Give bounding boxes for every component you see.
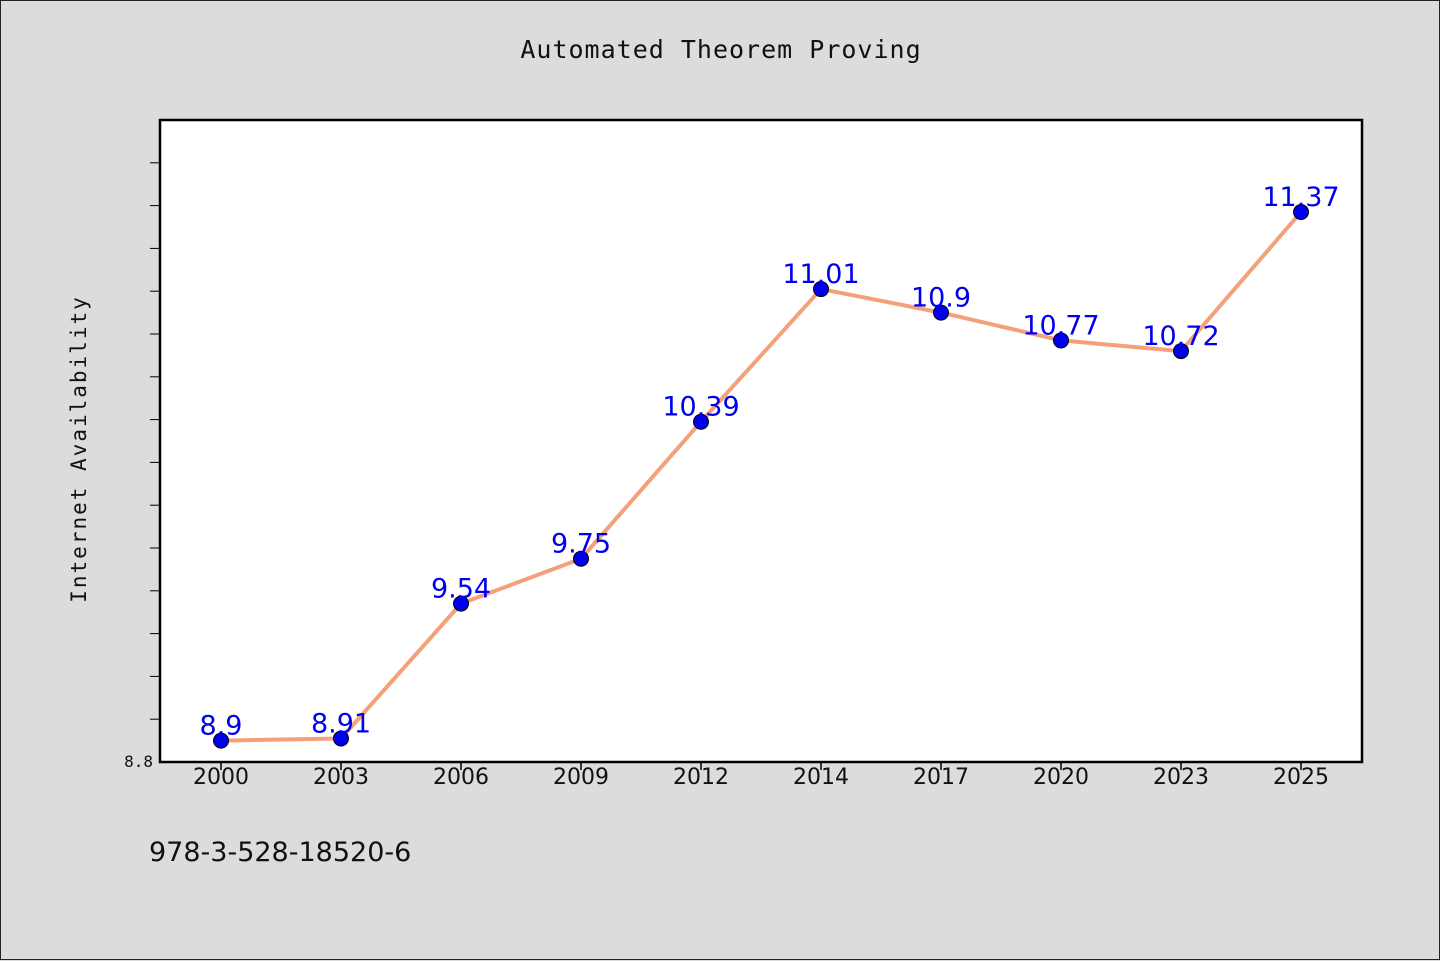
x-tick-label: 2023 — [1153, 765, 1209, 790]
x-tick-label: 2025 — [1273, 765, 1329, 790]
data-label: 11.37 — [1262, 182, 1339, 213]
data-point — [333, 730, 349, 747]
x-tick-label: 2020 — [1033, 765, 1089, 790]
x-tick-label: 2000 — [193, 765, 249, 790]
x-tick-label: 2003 — [313, 765, 369, 790]
data-points — [213, 204, 1309, 749]
data-point — [453, 595, 469, 612]
data-label: 11.01 — [782, 259, 859, 290]
data-label: 9.75 — [551, 529, 611, 560]
data-label: 10.77 — [1022, 310, 1099, 341]
data-point — [213, 732, 229, 749]
plot-area — [158, 118, 1364, 764]
x-tick-label: 2009 — [553, 765, 609, 790]
data-labels: 8.9 8.91 9.54 9.75 10.39 11.01 10.9 10.77 10.72 1… — [200, 182, 1340, 742]
data-point — [933, 304, 949, 321]
data-point — [693, 413, 709, 430]
x-tick-label: 2017 — [913, 765, 969, 790]
chart-title: Automated Theorem Proving — [520, 35, 922, 64]
data-point — [1173, 343, 1189, 360]
data-label: 10.39 — [662, 392, 739, 423]
x-tick-labels: 2000 2003 2006 2009 2012 2014 2017 2020 2023 2025 — [193, 765, 1329, 790]
x-axis-ticks — [220, 763, 1302, 770]
data-point — [1053, 332, 1069, 349]
data-point — [573, 550, 589, 567]
series-line — [219, 210, 1303, 743]
y-tick-label: 8.8 — [124, 752, 153, 771]
data-label: 10.72 — [1142, 321, 1219, 352]
y-minor-ticks — [150, 162, 159, 720]
x-tick-label: 2014 — [793, 765, 849, 790]
data-point — [1293, 204, 1309, 221]
x-tick-label: 2006 — [433, 765, 489, 790]
data-label: 8.91 — [311, 708, 371, 739]
data-point — [813, 281, 829, 298]
data-label: 8.9 — [200, 711, 243, 742]
x-tick-label: 2012 — [673, 765, 729, 790]
data-label: 9.54 — [431, 574, 491, 605]
data-label: 10.9 — [911, 283, 971, 314]
footnote-text: 978-3-528-18520-6 — [149, 837, 412, 868]
